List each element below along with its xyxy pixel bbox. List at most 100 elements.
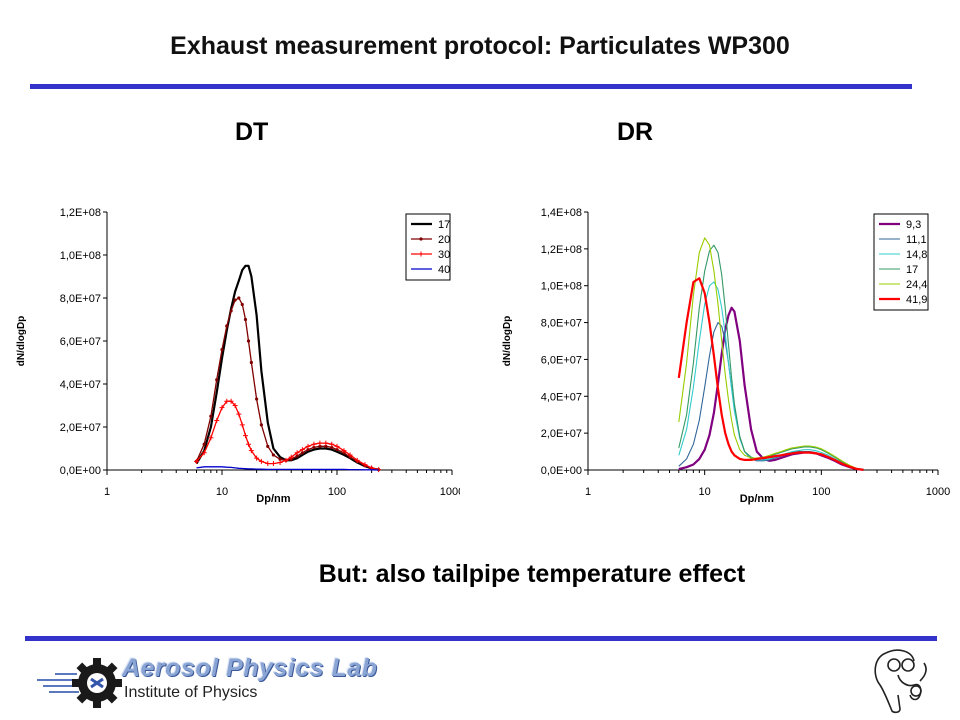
data-point [324, 444, 328, 448]
data-point [278, 457, 282, 461]
y-axis-label: dN/dlogDp [16, 316, 27, 367]
data-point [255, 397, 259, 401]
legend-box [873, 213, 929, 311]
data-point [266, 444, 270, 448]
data-point [240, 302, 244, 307]
logo-title: Aerosol Physics Lab [122, 654, 378, 682]
series-line-1 [678, 322, 864, 471]
data-point [318, 444, 322, 448]
bottom-divider [25, 636, 937, 641]
legend-label: 20 [438, 234, 450, 246]
data-point [249, 360, 253, 365]
data-point [209, 414, 213, 418]
data-point [362, 462, 368, 468]
data-point [277, 459, 283, 465]
data-point [239, 422, 245, 428]
x-tick-label: 10 [699, 486, 711, 498]
data-point [233, 298, 237, 302]
y-tick-label: 1,0E+08 [60, 250, 101, 262]
series-line-5 [677, 277, 864, 471]
panel-label-right: DR [617, 118, 654, 146]
series-line-3 [678, 244, 864, 471]
data-point [202, 442, 206, 446]
y-tick-label: 1,4E+08 [541, 207, 582, 219]
data-point [347, 452, 353, 458]
slide-subtitle: But: also tailpipe temperature effect [318, 560, 746, 588]
logo-subtitle: Institute of Physics [124, 684, 258, 701]
data-point [232, 403, 238, 408]
x-tick-label: 1000 [440, 486, 460, 498]
y-tick-label: 1,2E+08 [541, 244, 582, 256]
series-line-0 [678, 306, 864, 471]
legend-label: 41,9 [906, 294, 927, 306]
series-line-0 [195, 264, 379, 471]
legend-label: 40 [438, 264, 450, 276]
y-tick-label: 6,0E+07 [541, 354, 582, 366]
data-point [208, 435, 214, 441]
data-point [300, 451, 304, 455]
data-point [219, 405, 225, 411]
y-tick-label: 4,0E+07 [541, 391, 582, 403]
chart-dr: 0,0E+00 2,0E+07 4,0E+07 6,0E+07 8,0E+07 1,0E+… [502, 207, 950, 505]
data-point [305, 443, 311, 449]
top-divider [30, 84, 912, 89]
y-tick-label: 6,0E+07 [60, 336, 101, 348]
data-point [299, 447, 305, 453]
data-point [236, 411, 242, 417]
data-point [354, 457, 360, 463]
series-line-3 [196, 466, 379, 471]
x-tick-label: 1 [104, 486, 110, 498]
data-point [259, 423, 263, 427]
series-line-1 [195, 297, 379, 471]
y-tick-label: 4,0E+07 [60, 379, 101, 391]
y-tick-label: 8,0E+07 [60, 293, 101, 305]
panel-label-left: DT [235, 118, 269, 146]
data-point [311, 441, 317, 447]
legend-label: 24,4 [906, 279, 927, 291]
legend-marker [419, 237, 423, 241]
x-tick-label: 100 [812, 486, 830, 498]
legend-label: 9,3 [906, 219, 921, 231]
data-point [220, 348, 224, 352]
data-point [193, 458, 199, 464]
data-point [237, 296, 241, 300]
series-line-2 [678, 281, 864, 471]
x-tick-label: 1000 [926, 486, 950, 498]
gas-mask-mascot-icon [874, 649, 927, 714]
data-point [294, 450, 300, 456]
data-point [271, 453, 276, 457]
data-point [243, 317, 248, 322]
y-axis-label: dN/dlogDp [502, 316, 513, 367]
y-tick-label: 1,0E+08 [541, 281, 582, 293]
data-point [265, 461, 271, 467]
gear-icon [72, 658, 122, 708]
data-point [229, 309, 233, 313]
data-point [329, 441, 335, 447]
data-point [215, 378, 219, 382]
x-tick-label: 1 [585, 486, 591, 498]
y-tick-label: 2,0E+07 [60, 422, 101, 434]
data-point [288, 454, 294, 460]
y-tick-label: 2,0E+07 [541, 428, 582, 440]
data-point [334, 443, 340, 449]
data-point [214, 418, 220, 424]
data-point [270, 461, 276, 467]
data-point [323, 440, 329, 446]
x-tick-label: 100 [328, 486, 346, 498]
x-axis-label: Dp/nm [740, 493, 774, 505]
data-point [335, 447, 339, 452]
legend-label: 14,8 [906, 249, 927, 261]
data-point [258, 458, 264, 464]
speed-lines-icon [37, 673, 79, 693]
x-axis-label: Dp/nm [256, 493, 290, 505]
data-point [295, 454, 299, 458]
chart-legend: 17 20 30 40 [405, 213, 451, 281]
data-point [312, 445, 316, 450]
data-point [254, 455, 260, 461]
y-tick-label: 1,2E+08 [60, 207, 101, 219]
legend-label: 30 [438, 249, 450, 261]
series-line-4 [678, 237, 864, 471]
data-point [317, 440, 323, 446]
legend-label: 17 [438, 219, 450, 231]
data-point [225, 324, 229, 328]
